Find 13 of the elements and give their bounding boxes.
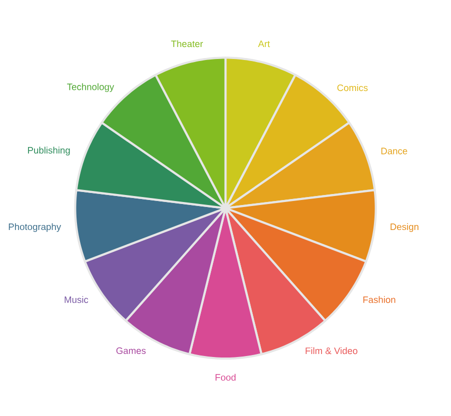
slice-label: Photography — [8, 223, 62, 232]
slice-label: Music — [64, 296, 88, 303]
slice-label: Film & Video — [306, 347, 358, 354]
slice-label: Art — [258, 40, 270, 47]
slice-label: Publishing — [28, 146, 70, 156]
slice-label: Design — [390, 223, 418, 232]
slice-label: Food — [216, 374, 236, 381]
slice-label: Games — [116, 347, 146, 354]
slice-label: Fashion — [363, 296, 396, 303]
slice-label: Theater — [171, 40, 203, 47]
slice-label: Comics — [337, 84, 368, 91]
slice-label: Technology — [67, 83, 114, 92]
slice-label: Dance — [381, 148, 408, 154]
